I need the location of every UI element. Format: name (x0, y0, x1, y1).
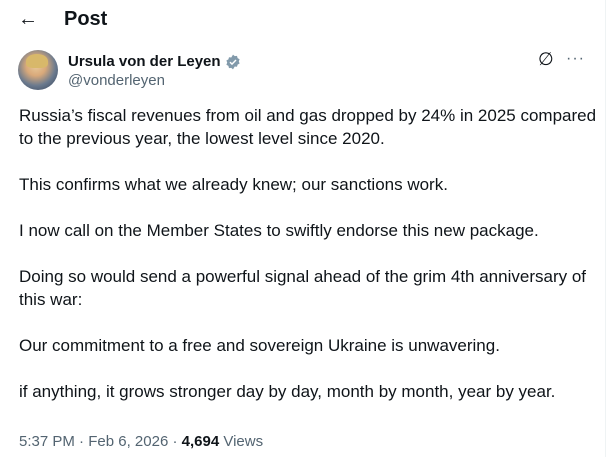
post-paragraph: This confirms what we already knew; our … (19, 175, 448, 194)
separator: · (74, 433, 89, 450)
separator: · (168, 433, 182, 450)
more-options-icon[interactable]: ··· (566, 50, 585, 67)
post-paragraph: I now call on the Member States to swift… (19, 221, 539, 240)
header: ← Post (0, 0, 605, 42)
views-count: 4,694 (181, 433, 220, 450)
post-text: Russia’s fiscal revenues from oil and ga… (19, 104, 599, 426)
post-paragraph: Russia’s fiscal revenues from oil and ga… (19, 106, 597, 148)
post-paragraph: if anything, it grows stronger day by da… (19, 382, 556, 401)
post-time[interactable]: 5:37 PM (19, 433, 75, 450)
post-paragraph: Doing so would send a powerful signal ah… (19, 267, 587, 309)
author-name-row[interactable]: Ursula von der Leyen (68, 53, 241, 70)
grok-icon[interactable]: ∅ (538, 49, 554, 69)
page-title: Post (64, 8, 108, 30)
back-arrow-icon[interactable]: ← (18, 8, 38, 30)
post-paragraph: Our commitment to a free and sovereign U… (19, 336, 500, 355)
post-meta: 5:37 PM · Feb 6, 2026 · 4,694 Views (19, 433, 263, 450)
author-handle[interactable]: @vonderleyen (68, 72, 165, 89)
verified-badge-icon (225, 54, 240, 69)
avatar[interactable] (18, 50, 58, 90)
author-name[interactable]: Ursula von der Leyen (68, 53, 221, 70)
post-date[interactable]: Feb 6, 2026 (88, 433, 169, 450)
views-label: Views (219, 433, 264, 450)
